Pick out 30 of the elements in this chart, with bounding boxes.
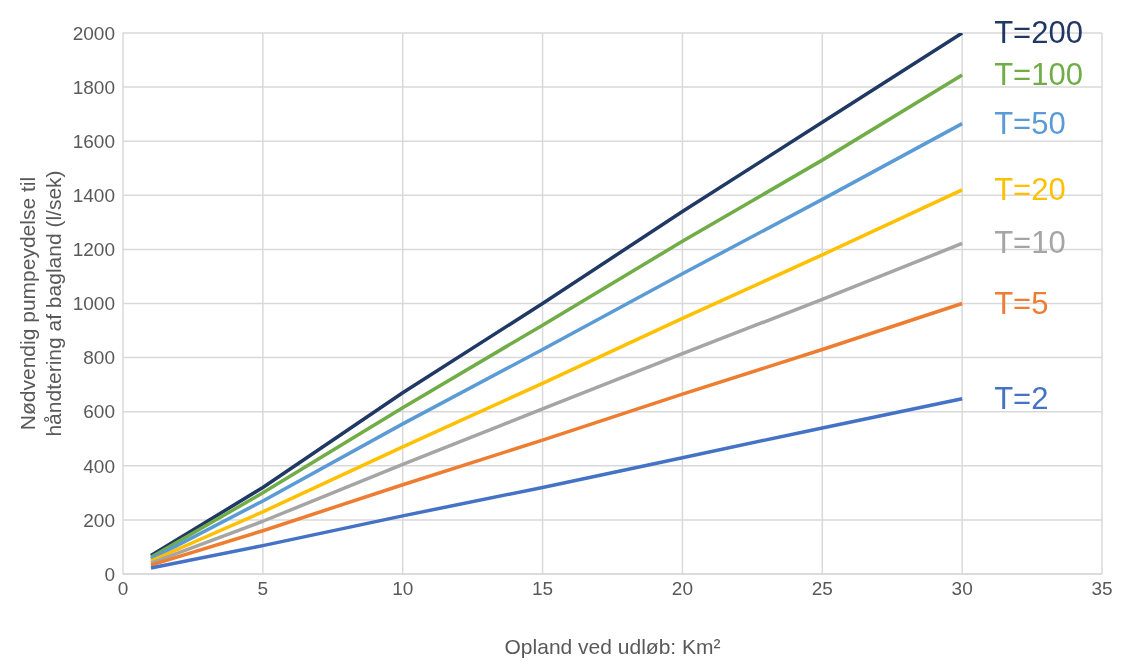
y-tick-label: 1800: [72, 76, 115, 98]
x-tick-label: 10: [392, 578, 414, 600]
y-tick-label: 1400: [72, 185, 115, 207]
y-tick-label: 400: [83, 455, 115, 477]
y-tick-label: 1600: [72, 130, 115, 152]
series-label: T=50: [994, 105, 1066, 141]
y-tick-label: 2000: [72, 22, 115, 44]
series-label: T=5: [994, 285, 1049, 321]
x-tick-label: 20: [671, 578, 693, 600]
x-tick-label: 0: [117, 578, 129, 600]
line-series: [149, 301, 964, 567]
y-tick-label: 1000: [72, 293, 115, 315]
y-tick-label: 1200: [72, 239, 115, 261]
series-label: T=2: [994, 380, 1049, 416]
y-tick-label: 0: [104, 563, 115, 585]
x-axis-title: Opland ved udløb: Km²: [504, 635, 721, 658]
series-label: T=200: [994, 15, 1083, 50]
series-label: T=100: [994, 56, 1083, 92]
x-tick-label: 25: [811, 578, 833, 600]
x-tick-label: 35: [1091, 578, 1113, 600]
line-series: [149, 396, 964, 570]
x-tick-label: 5: [257, 578, 269, 600]
y-axis-title: Nødvendig pumpeydelse til håndtering af bagland (l/sek): [16, 170, 65, 437]
series-label: T=10: [994, 225, 1066, 261]
x-tick-label: 30: [951, 578, 973, 600]
series-label: T=20: [994, 171, 1066, 207]
x-tick-label: 15: [532, 578, 554, 600]
y-tick-label: 800: [83, 347, 115, 369]
y-tick-label: 200: [83, 509, 115, 531]
y-tick-label: 600: [83, 401, 115, 423]
